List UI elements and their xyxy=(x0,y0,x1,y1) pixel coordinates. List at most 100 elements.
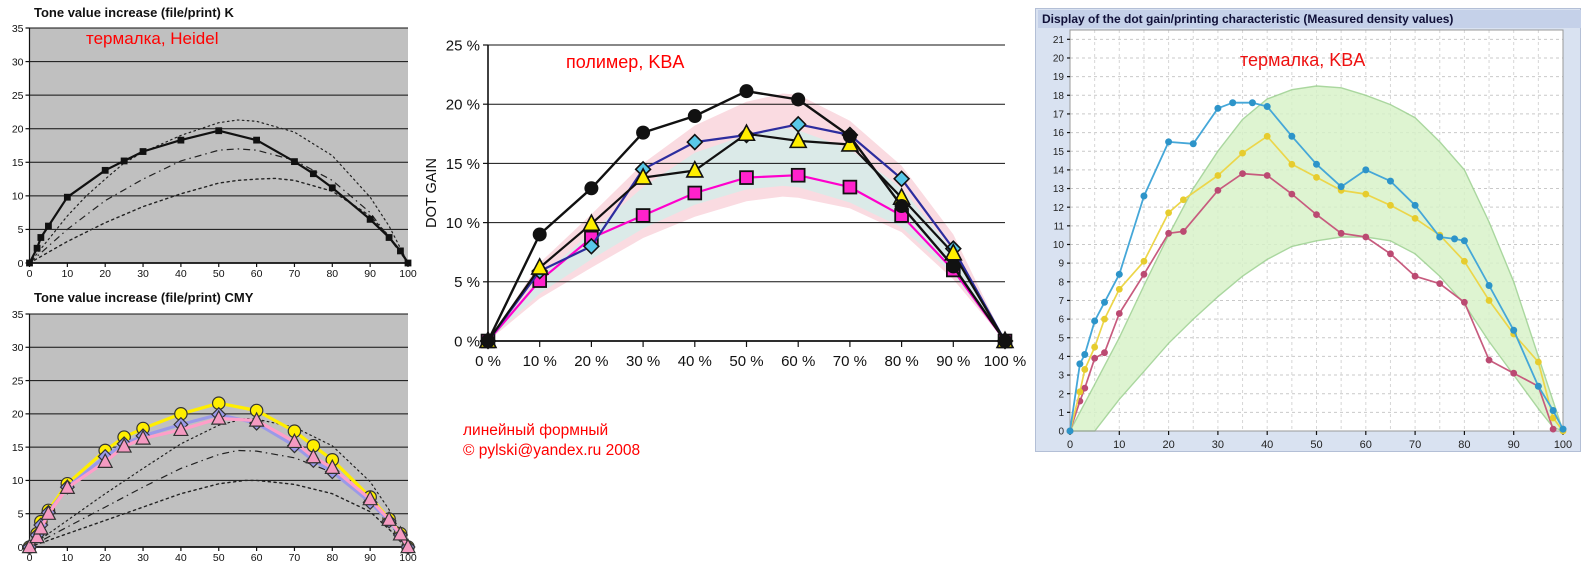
svg-text:80: 80 xyxy=(1458,439,1470,451)
svg-text:70 %: 70 % xyxy=(833,353,867,370)
right-panel-title: Display of the dot gain/printing charact… xyxy=(1038,10,1581,28)
svg-text:10 %: 10 % xyxy=(523,353,557,370)
svg-text:80: 80 xyxy=(326,552,338,564)
chart-k-title: Tone value increase (file/print) K xyxy=(34,5,234,20)
svg-text:90: 90 xyxy=(364,268,376,280)
svg-text:0: 0 xyxy=(1058,427,1064,438)
svg-text:10: 10 xyxy=(1113,439,1125,451)
svg-text:20: 20 xyxy=(1162,439,1174,451)
svg-text:70: 70 xyxy=(289,268,301,280)
svg-text:12: 12 xyxy=(1053,203,1065,214)
chart-k: 0 10 20 30 40 50 60 70 80 90 100 0 5 10 15 20 25 30 35 xyxy=(12,23,417,280)
svg-text:9: 9 xyxy=(1058,259,1064,270)
svg-text:6: 6 xyxy=(1058,315,1064,326)
svg-text:18: 18 xyxy=(1053,91,1065,102)
svg-text:50: 50 xyxy=(1310,439,1322,451)
svg-text:0: 0 xyxy=(18,542,24,554)
svg-text:25: 25 xyxy=(12,90,24,102)
svg-text:50 %: 50 % xyxy=(729,353,763,370)
svg-text:25 %: 25 % xyxy=(446,37,480,54)
pink-band xyxy=(488,93,1005,341)
svg-text:5: 5 xyxy=(1058,333,1064,344)
svg-text:15: 15 xyxy=(1053,147,1065,158)
svg-text:8: 8 xyxy=(1058,277,1064,288)
svg-text:10 %: 10 % xyxy=(446,215,480,232)
svg-text:0 %: 0 % xyxy=(475,353,501,370)
svg-text:0: 0 xyxy=(1067,439,1073,451)
footer-line-1: линейный формный xyxy=(463,422,609,439)
svg-text:30: 30 xyxy=(12,56,24,68)
svg-text:40 %: 40 % xyxy=(678,353,712,370)
svg-text:60: 60 xyxy=(251,268,263,280)
svg-text:17: 17 xyxy=(1053,110,1065,121)
svg-text:5 %: 5 % xyxy=(454,274,480,291)
svg-text:20: 20 xyxy=(12,123,24,135)
chart-thermal-annotation: термалка, KBA xyxy=(1240,50,1366,70)
svg-text:1: 1 xyxy=(1058,408,1064,419)
svg-text:40: 40 xyxy=(1261,439,1273,451)
svg-text:7: 7 xyxy=(1058,296,1064,307)
svg-text:80: 80 xyxy=(326,268,338,280)
svg-text:10: 10 xyxy=(12,191,24,203)
svg-text:70: 70 xyxy=(289,552,301,564)
svg-text:50: 50 xyxy=(213,268,225,280)
svg-text:30: 30 xyxy=(137,268,149,280)
svg-text:80 %: 80 % xyxy=(884,353,918,370)
svg-text:16: 16 xyxy=(1053,128,1065,139)
svg-text:15: 15 xyxy=(12,157,24,169)
svg-text:100 %: 100 % xyxy=(984,353,1027,370)
svg-text:5: 5 xyxy=(18,224,24,236)
svg-text:40: 40 xyxy=(175,552,187,564)
svg-text:4: 4 xyxy=(1058,352,1064,363)
svg-text:5: 5 xyxy=(18,508,24,520)
series-reference-middle xyxy=(29,148,409,264)
svg-text:30: 30 xyxy=(12,342,24,354)
svg-text:60 %: 60 % xyxy=(781,353,815,370)
chart-thermal: 0 10 20 30 40 50 60 70 80 90 100012345678910111213… xyxy=(1053,29,1572,451)
chart-cmy-title: Tone value increase (file/print) CMY xyxy=(34,290,254,305)
svg-text:19: 19 xyxy=(1053,72,1065,83)
svg-text:10: 10 xyxy=(1053,240,1065,251)
svg-text:2: 2 xyxy=(1058,389,1064,400)
svg-text:20 %: 20 % xyxy=(574,353,608,370)
teal-band xyxy=(488,127,1005,342)
svg-text:0: 0 xyxy=(18,258,24,270)
footer-caption: линейный формный © pylski@yandex.ru 2008 xyxy=(463,421,640,461)
svg-text:35: 35 xyxy=(12,23,24,35)
svg-text:11: 11 xyxy=(1054,221,1065,232)
svg-text:20: 20 xyxy=(99,552,111,564)
footer-line-2: © pylski@yandex.ru 2008 xyxy=(463,442,641,459)
svg-text:90: 90 xyxy=(1508,439,1520,451)
svg-text:35: 35 xyxy=(12,309,24,321)
svg-text:20: 20 xyxy=(1053,54,1065,65)
svg-text:DOT GAIN: DOT GAIN xyxy=(424,158,440,228)
svg-text:10: 10 xyxy=(12,475,24,487)
svg-text:20: 20 xyxy=(12,409,24,421)
svg-text:90: 90 xyxy=(364,552,376,564)
svg-text:100: 100 xyxy=(1554,439,1572,451)
svg-text:50: 50 xyxy=(213,552,225,564)
chart-cmy: 0 10 20 30 40 50 60 70 80 90 100 0 5 10 15 20 25 30 35 xyxy=(12,309,417,564)
svg-text:10: 10 xyxy=(62,268,74,280)
svg-text:0: 0 xyxy=(27,552,33,564)
svg-text:30: 30 xyxy=(137,552,149,564)
svg-text:0 %: 0 % xyxy=(454,333,480,350)
svg-text:20 %: 20 % xyxy=(446,97,480,114)
svg-text:90 %: 90 % xyxy=(936,353,970,370)
svg-text:30: 30 xyxy=(1212,439,1224,451)
svg-text:3: 3 xyxy=(1058,371,1064,382)
svg-text:15 %: 15 % xyxy=(446,156,480,173)
svg-text:15: 15 xyxy=(12,442,24,454)
svg-text:100: 100 xyxy=(399,552,417,564)
svg-text:70: 70 xyxy=(1409,439,1421,451)
svg-text:60: 60 xyxy=(251,552,263,564)
svg-text:13: 13 xyxy=(1053,184,1065,195)
svg-text:60: 60 xyxy=(1360,439,1372,451)
svg-text:14: 14 xyxy=(1053,165,1065,176)
series-reference-upper xyxy=(28,119,409,264)
svg-text:30 %: 30 % xyxy=(626,353,660,370)
chart-polymer-annotation: полимер, KBA xyxy=(566,52,685,72)
svg-text:21: 21 xyxy=(1053,35,1065,46)
svg-text:0: 0 xyxy=(27,268,33,280)
